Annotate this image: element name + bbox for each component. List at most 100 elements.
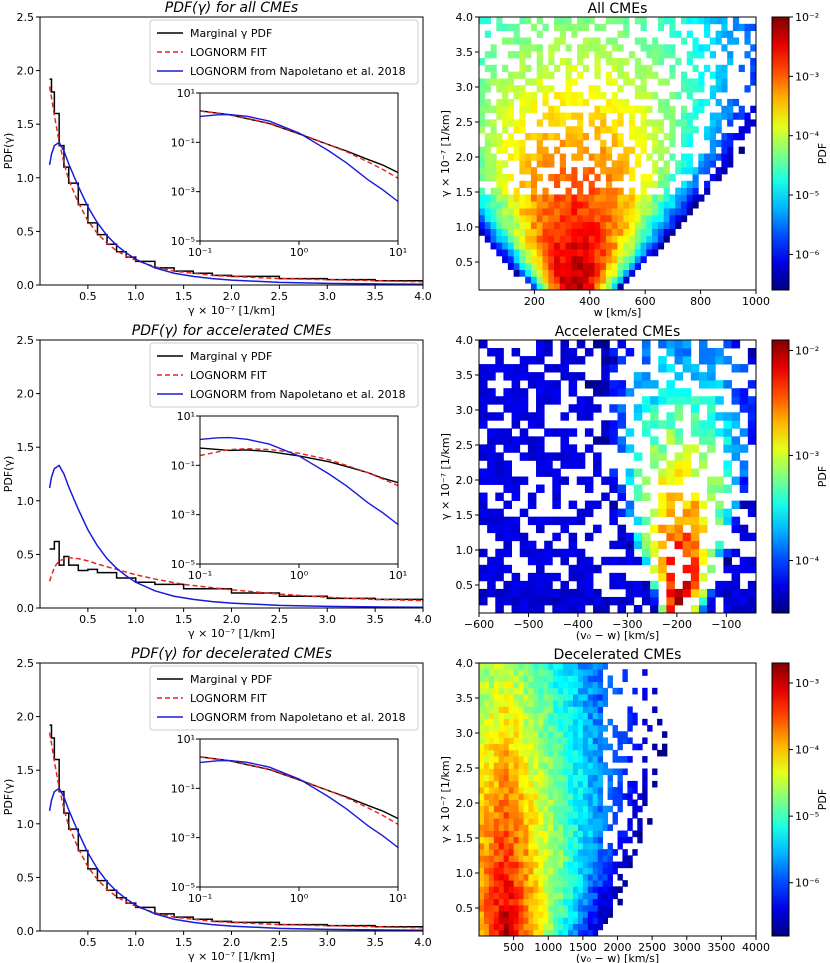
heatmap-cell: [642, 768, 648, 776]
heatmap-cell: [488, 886, 495, 893]
heatmap-cell: [479, 396, 488, 405]
heatmap-cell: [548, 799, 554, 807]
heatmap-cell: [617, 112, 624, 120]
heatmap-cell: [600, 146, 607, 154]
heatmap-cell: [553, 706, 559, 714]
heatmap-cell: [513, 669, 519, 676]
heatmap-cell: [503, 460, 512, 469]
heatmap-cell: [533, 830, 539, 838]
heatmap-cell: [617, 214, 624, 223]
heatmap-cell: [503, 428, 512, 437]
heatmap-cell: [488, 898, 495, 906]
heatmap-cell: [533, 842, 539, 850]
heatmap-cell: [519, 153, 526, 161]
heatmap-cell: [508, 762, 515, 769]
heatmap-cell: [666, 508, 675, 518]
heatmap-cell: [479, 476, 488, 485]
heatmap-cell: [548, 725, 554, 732]
heatmap-cell: [490, 221, 497, 229]
heatmap-cell: [582, 743, 589, 751]
heatmap-cell: [496, 160, 503, 168]
heatmap-cell: [674, 452, 684, 461]
heatmap-cell: [527, 580, 537, 590]
heatmap-cell: [519, 51, 526, 59]
heatmap-cell: [601, 476, 610, 485]
heatmap-cell: [650, 564, 659, 574]
heatmap-cell: [554, 194, 561, 202]
heatmap-cell: [577, 92, 584, 100]
heatmap-cell: [571, 98, 578, 107]
heatmap-cell: [548, 706, 554, 714]
heatmap-cell: [568, 687, 574, 695]
heatmap-cell: [523, 712, 529, 720]
heatmap-cell: [692, 167, 699, 175]
x-tick-label: 1000: [742, 295, 770, 308]
heatmap-cell: [490, 153, 497, 161]
heatmap-cell: [507, 98, 515, 107]
heatmap-cell: [650, 436, 659, 445]
heatmap-cell: [565, 276, 572, 284]
heatmap-cell: [727, 119, 734, 127]
y-tick-label: 1.5: [456, 509, 474, 522]
heatmap-cell: [593, 588, 602, 598]
x-tick-label: 2.5: [271, 936, 289, 949]
heatmap-cell: [559, 276, 566, 284]
heatmap-cell: [601, 492, 610, 501]
heatmap-cell: [558, 898, 564, 906]
heatmap-cell: [572, 663, 579, 670]
heatmap-cell: [629, 255, 636, 264]
heatmap-cell: [663, 44, 670, 52]
heatmap-cell: [554, 255, 561, 264]
heatmap-cell: [560, 516, 570, 526]
heatmap-cell: [479, 364, 488, 373]
heatmap-cell: [577, 880, 584, 887]
heatmap-cell: [657, 228, 665, 236]
y-tick-label: 0.5: [17, 225, 35, 238]
heatmap-cell: [572, 892, 579, 900]
heatmap-cell: [597, 737, 604, 745]
heatmap-cell: [503, 867, 510, 875]
heatmap-cell: [502, 201, 509, 209]
heatmap-cell: [666, 476, 675, 485]
heatmap-cell: [674, 388, 684, 397]
chart-title: Accelerated CMEs: [555, 324, 681, 340]
heatmap-cell: [558, 706, 564, 714]
heatmap-cell: [493, 861, 500, 869]
heatmap-cell: [571, 255, 578, 264]
heatmap-cell: [568, 388, 578, 397]
heatmap-cell: [607, 880, 613, 887]
heatmap-cell: [507, 249, 515, 257]
heatmap-cell: [698, 105, 705, 113]
heatmap-cell: [715, 476, 724, 485]
heatmap-cell: [543, 725, 549, 732]
heatmap-cell: [568, 532, 578, 542]
heatmap-cell: [587, 923, 594, 931]
heatmap-cell: [553, 849, 559, 856]
heatmap-cell: [652, 249, 659, 257]
heatmap-cell: [527, 412, 537, 421]
heatmap-cell: [605, 255, 613, 264]
heatmap-cell: [607, 805, 613, 813]
heatmap-cell: [642, 774, 648, 782]
heatmap-cell: [498, 818, 505, 825]
heatmap-cell: [698, 460, 708, 469]
heatmap-cell: [750, 64, 757, 73]
heatmap-cell: [600, 255, 607, 264]
heatmap-cell: [747, 596, 757, 606]
heatmap-cell: [582, 725, 589, 732]
heatmap-cell: [503, 731, 510, 738]
heatmap-cell: [542, 255, 549, 264]
heatmap-cell: [568, 830, 574, 838]
heatmap-cell: [498, 787, 505, 794]
heatmap-cell: [721, 160, 728, 168]
heatmap-cell: [629, 269, 636, 277]
heatmap-cell: [698, 452, 708, 461]
heatmap-cell: [507, 119, 515, 127]
colorbar-tick-label: 10⁻⁴: [795, 555, 820, 568]
heatmap-cell: [582, 904, 589, 912]
heatmap-cell: [582, 64, 590, 73]
heatmap-cell: [568, 500, 578, 510]
heatmap-cell: [568, 824, 574, 831]
heatmap-cell: [560, 588, 570, 598]
heatmap-cell: [634, 255, 641, 264]
